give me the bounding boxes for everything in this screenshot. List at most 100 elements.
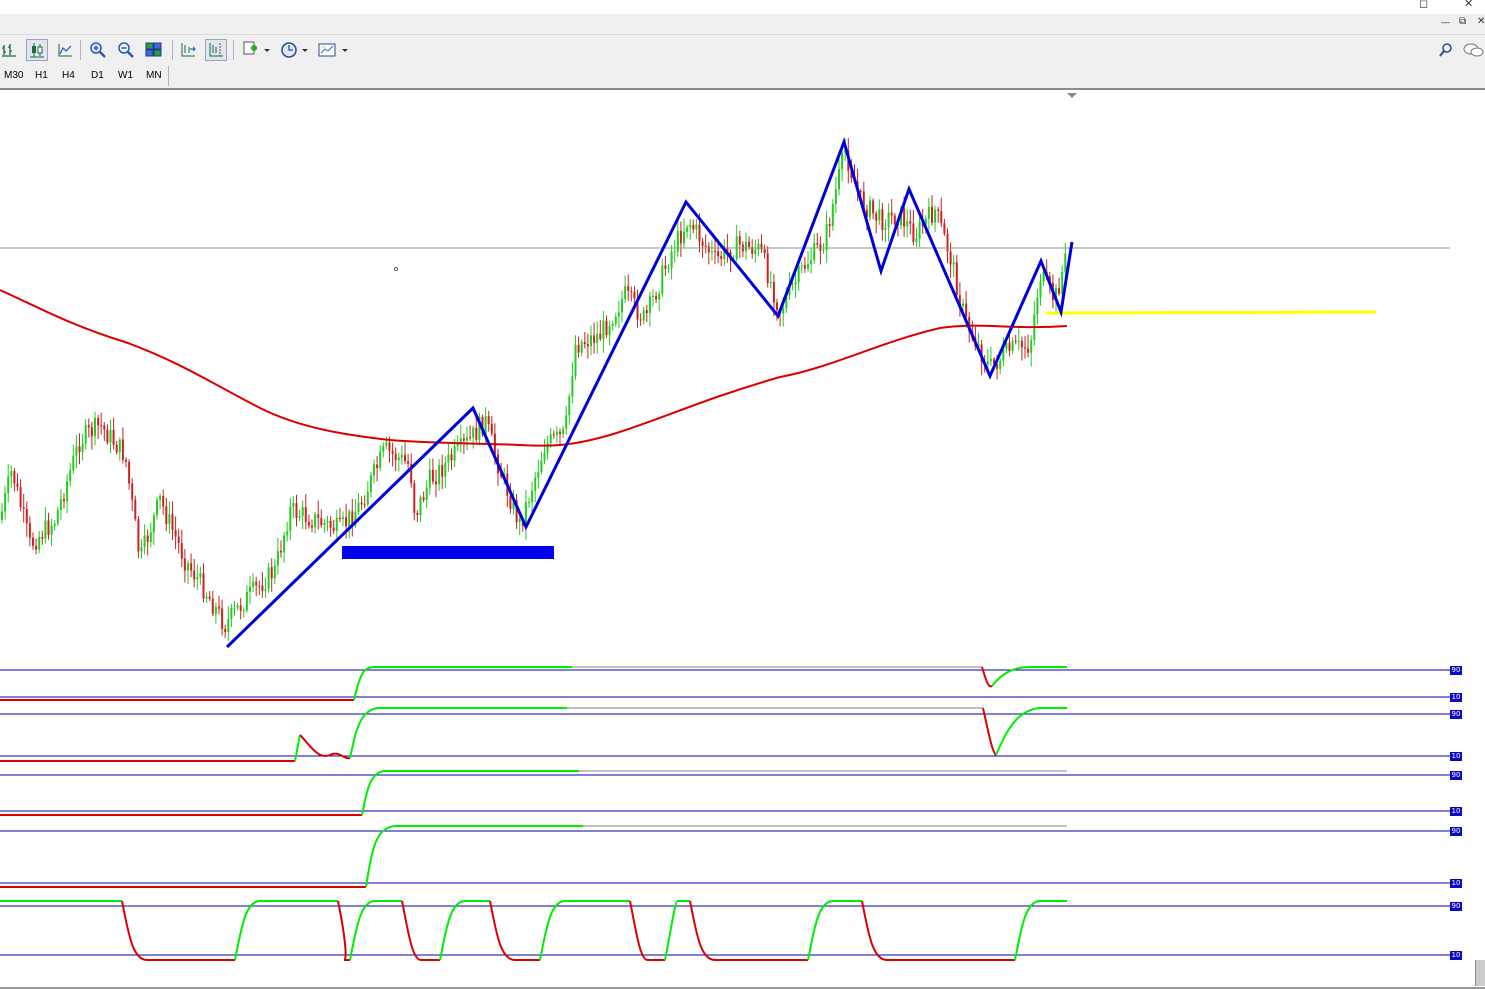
candle-body: [949, 251, 952, 265]
candlestick-chart-button[interactable]: [26, 39, 48, 61]
timeframe-separator: [168, 66, 169, 86]
candle-body: [791, 284, 794, 286]
candle-body: [689, 225, 692, 228]
scroll-marker-icon[interactable]: [1067, 93, 1077, 98]
timeframe-h1[interactable]: H1: [35, 70, 48, 81]
candle-body: [986, 361, 989, 365]
candle-body: [816, 243, 819, 245]
candle-body: [593, 335, 596, 343]
axis-label-10: 10: [1450, 951, 1462, 960]
candle-body: [441, 464, 444, 477]
candle-body: [667, 268, 670, 270]
restore-chart-button[interactable]: ⧉: [1459, 16, 1467, 27]
candle-body: [180, 543, 183, 559]
candle-body: [369, 475, 372, 492]
candle-body: [710, 250, 713, 253]
candle-body: [444, 462, 447, 477]
tile-windows-button[interactable]: [143, 39, 165, 61]
candle-body: [748, 241, 751, 248]
chart-shift-button[interactable]: [205, 39, 227, 61]
candle-body: [63, 499, 65, 502]
candle-body: [878, 209, 881, 221]
templates-icon: [318, 43, 348, 57]
timeframe-mn[interactable]: MN: [146, 70, 162, 81]
candle-body: [69, 470, 72, 482]
candle-body: [794, 282, 797, 285]
candle-body: [41, 536, 44, 539]
candle-body: [745, 241, 747, 252]
candle-body: [376, 464, 379, 469]
candle-body: [865, 209, 868, 218]
timeframe-m30[interactable]: M30: [4, 70, 24, 81]
candle-body: [146, 535, 149, 543]
candle-body: [239, 605, 242, 611]
candle-body: [1055, 288, 1057, 301]
chart-dot: [394, 267, 398, 271]
restore-button[interactable]: ◻: [1419, 0, 1429, 10]
chat-button[interactable]: [1462, 39, 1484, 61]
candle-body: [850, 170, 853, 179]
candle-body: [487, 415, 490, 424]
close-button[interactable]: ✕: [1464, 0, 1474, 10]
candle-body: [143, 535, 146, 547]
periods-button[interactable]: [278, 39, 310, 61]
axis-label-90: 90: [1450, 902, 1462, 911]
candle-body: [286, 531, 289, 536]
minimize-chart-button[interactable]: —: [1441, 17, 1450, 27]
timeframe-d1[interactable]: D1: [91, 70, 104, 81]
candle-body: [714, 250, 716, 252]
price-chart[interactable]: [0, 90, 1485, 989]
candle-body: [373, 464, 375, 476]
candle-body: [934, 209, 937, 223]
candle-body: [481, 416, 484, 435]
candle-body: [211, 598, 214, 614]
axis-label-90: 90: [1450, 771, 1462, 780]
line-chart-button[interactable]: [54, 39, 76, 61]
candle-body: [10, 470, 13, 477]
auto-scroll-button[interactable]: [177, 39, 199, 61]
candle-body: [351, 511, 354, 526]
candle-body: [828, 224, 831, 226]
timeframe-w1[interactable]: W1: [118, 70, 133, 81]
candle-body: [723, 247, 726, 259]
candle-body: [137, 519, 140, 552]
candle-body: [410, 463, 413, 484]
candle-body: [1061, 271, 1064, 294]
candle-body: [512, 499, 515, 509]
candle-body: [397, 457, 400, 461]
zoom-in-button[interactable]: [87, 39, 109, 61]
candle-body: [342, 517, 344, 520]
indicator-pane-3: [0, 770, 1450, 816]
candle-body: [38, 536, 41, 550]
templates-button[interactable]: [316, 39, 350, 61]
candle-body: [276, 550, 279, 566]
candle-body: [224, 628, 227, 633]
timeframe-h4[interactable]: H4: [62, 70, 75, 81]
scrollbar-corner[interactable]: [1475, 960, 1485, 986]
indicators-button[interactable]: [240, 39, 272, 61]
search-button[interactable]: [1435, 39, 1457, 61]
candle-body: [968, 316, 971, 332]
bar-chart-button[interactable]: [0, 39, 20, 61]
yellow-level-line: [1045, 310, 1377, 315]
indicator-pane-5: [0, 900, 1450, 961]
candle-body: [156, 499, 158, 516]
candle-body: [450, 454, 453, 461]
close-chart-button[interactable]: ✕: [1477, 16, 1485, 27]
candle-body: [912, 223, 915, 243]
timeframe-bar: M30 H1 H4 D1 W1 MN: [0, 64, 1485, 90]
candle-body: [326, 520, 329, 523]
candle-body: [35, 545, 38, 550]
chart-toolbar: [0, 35, 1485, 64]
zoom-out-button[interactable]: [115, 39, 137, 61]
search-icon: [1439, 43, 1452, 57]
candle-body: [568, 396, 571, 416]
candle-body: [317, 514, 320, 518]
candle-body: [1008, 342, 1011, 351]
candle-body: [869, 200, 871, 218]
candle-body: [261, 585, 264, 592]
candle-body: [915, 238, 918, 243]
candle-body: [1058, 288, 1061, 294]
candle-body: [599, 333, 602, 340]
candle-body: [590, 335, 592, 347]
